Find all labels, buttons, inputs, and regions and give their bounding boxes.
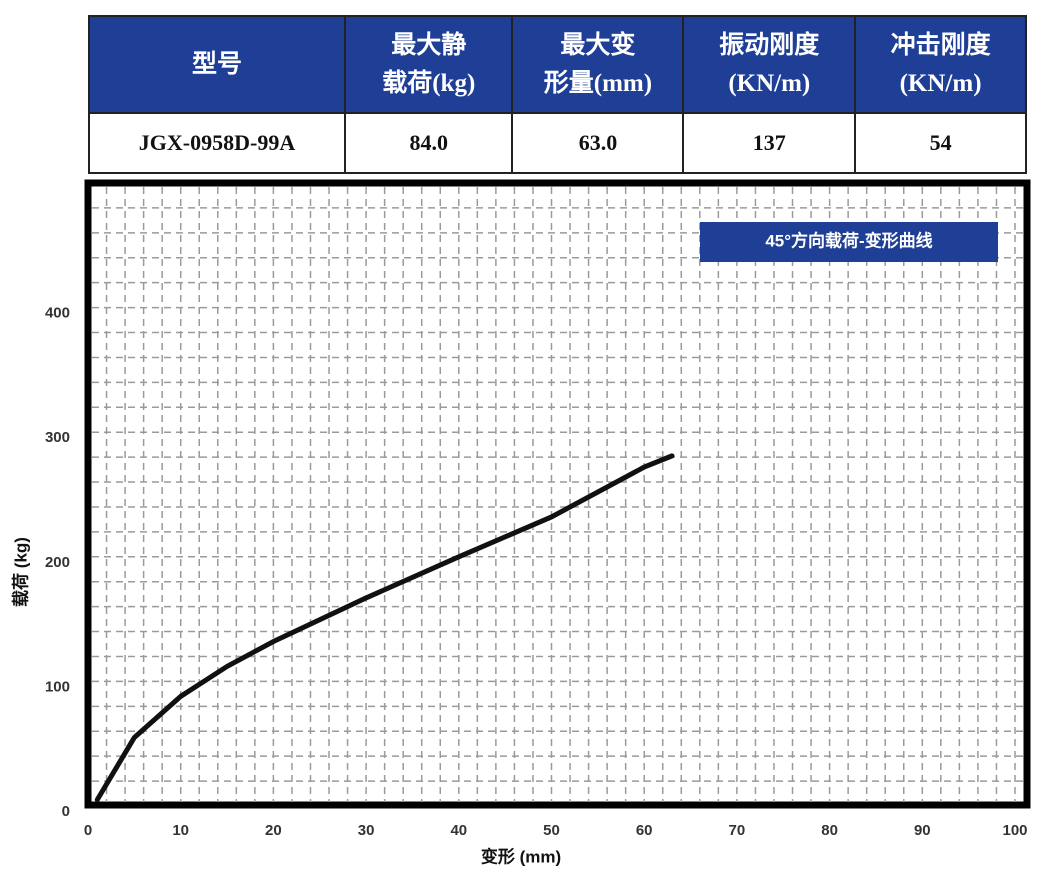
y-tick-label: 100	[45, 678, 70, 695]
title-box	[700, 222, 998, 262]
y-tick-label: 200	[45, 554, 70, 571]
x-axis-label: 变形 (mm)	[481, 846, 561, 866]
table-cell: JGX-0958D-99A	[87, 112, 347, 174]
header-text: 最大变	[560, 31, 636, 59]
y-tick-label: 300	[45, 429, 70, 446]
header-cell: 冲击刚度 (KN/m)	[854, 15, 1027, 114]
header-text: (KN/m)	[899, 69, 982, 97]
table-cell: 54	[854, 112, 1027, 174]
table-cell: 63.0	[511, 112, 685, 174]
header-cell: 最大变形量(mm)	[511, 15, 685, 114]
x-tick-label: 0	[84, 822, 92, 839]
x-tick-label: 10	[172, 822, 189, 839]
spec-table: 型号 最大静 载荷(kg) 最大变 形量(mm) 振动刚度 (KN/m) 冲击刚度 (KN/m)…	[87, 15, 1027, 174]
header-text: 最大静	[391, 31, 467, 59]
x-tick-label: 20	[265, 822, 282, 839]
x-tick-label: 70	[729, 822, 746, 839]
header-cell: 最大静载荷(kg)	[344, 15, 514, 114]
data-line	[94, 453, 675, 803]
header-text: 冲击刚度	[890, 31, 991, 59]
x-tick-label: 100	[1002, 822, 1027, 839]
y-axis-label: 载荷 (kg)	[10, 537, 30, 607]
header-text: 型号	[192, 50, 243, 78]
header-cell: 型号	[87, 15, 347, 114]
table-cell: 84.0	[344, 112, 514, 174]
header-text: (KN/m)	[728, 69, 811, 97]
header-text: 振动刚度	[719, 31, 820, 59]
y-tick-label: 0	[62, 803, 70, 820]
x-tick-label: 40	[450, 822, 467, 839]
table-cell: 137	[682, 112, 857, 174]
x-tick-label: 60	[636, 822, 653, 839]
chart-frame	[84, 179, 1031, 809]
header-text: 形量(mm)	[543, 69, 653, 97]
table-row: JGX-0958D-99A 84.0 63.0 137 54	[87, 112, 1027, 174]
x-tick-label: 50	[543, 822, 560, 839]
y-tick-label: 400	[45, 305, 70, 322]
chart-title: 45°方向载荷-变形曲线	[765, 230, 932, 250]
x-tick-label: 30	[358, 822, 375, 839]
header-cell: 振动刚度 (KN/m)	[682, 15, 857, 114]
x-tick-label: 80	[821, 822, 838, 839]
x-tick-label: 90	[914, 822, 931, 839]
header-text: 载荷(kg)	[382, 69, 476, 97]
